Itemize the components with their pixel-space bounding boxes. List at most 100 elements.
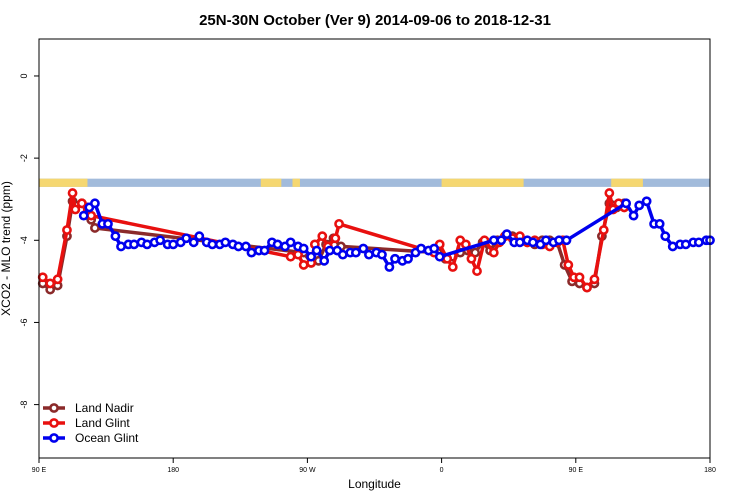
x-axis-label: Longitude xyxy=(348,477,401,491)
data-point xyxy=(62,225,72,235)
data-point xyxy=(541,235,551,246)
data-point xyxy=(37,272,48,283)
legend-item: Land Glint xyxy=(43,416,130,430)
data-point xyxy=(561,235,572,246)
data-point xyxy=(285,251,296,262)
land-band-segment xyxy=(260,178,282,187)
data-point xyxy=(350,247,361,258)
land-band-segment xyxy=(611,178,643,187)
data-point xyxy=(364,249,374,260)
data-point xyxy=(259,245,270,256)
data-point xyxy=(563,260,574,270)
data-point xyxy=(337,249,348,260)
land-band-segment xyxy=(292,178,300,187)
data-point xyxy=(129,239,139,250)
series-layer xyxy=(37,188,715,295)
data-point xyxy=(496,235,507,246)
data-point xyxy=(528,237,538,248)
x-tick-label: 0 xyxy=(440,467,444,474)
data-point xyxy=(403,253,413,264)
x-tick-label: 90 E xyxy=(32,467,47,474)
legend-label: Ocean Glint xyxy=(75,431,139,445)
y-tick-label: -6 xyxy=(19,318,29,326)
data-point xyxy=(142,239,153,250)
data-point xyxy=(319,255,330,266)
data-point xyxy=(90,223,100,233)
data-point xyxy=(194,231,205,242)
legend-item: Ocean Glint xyxy=(43,431,139,445)
data-point xyxy=(168,239,179,250)
x-axis: 90 E 180 90 W 0 90 E 180 xyxy=(32,458,716,474)
data-point xyxy=(298,260,309,270)
data-point xyxy=(67,188,78,198)
data-point xyxy=(514,237,525,248)
x-tick-label: 180 xyxy=(167,467,179,474)
data-point xyxy=(272,239,283,250)
series-ocean-glint xyxy=(78,196,715,272)
data-point xyxy=(110,231,121,242)
data-point xyxy=(330,233,341,244)
data-point xyxy=(86,210,97,221)
legend-marker xyxy=(49,403,59,413)
data-point xyxy=(240,241,251,252)
y-tick-label: -4 xyxy=(19,236,29,244)
x-tick-label: 180 xyxy=(704,467,716,474)
data-point xyxy=(447,262,458,272)
data-point xyxy=(667,241,678,252)
data-point xyxy=(76,198,87,209)
data-point xyxy=(634,200,645,211)
data-point xyxy=(488,235,499,246)
y-tick-label: -8 xyxy=(19,401,29,409)
legend-marker xyxy=(49,433,59,443)
y-tick-label: -2 xyxy=(19,154,29,162)
data-point xyxy=(188,237,199,248)
data-point xyxy=(317,231,328,242)
data-point xyxy=(680,239,691,250)
land-ocean-band xyxy=(39,178,710,187)
data-point xyxy=(70,204,81,215)
y-axis-label: XCO2 - MLO trend (ppm) xyxy=(0,181,13,316)
chart-title: 25N-30N October (Ver 9) 2014-09-06 to 20… xyxy=(199,12,551,29)
x-tick-label: 90 W xyxy=(299,467,316,474)
x-tick-label: 90 E xyxy=(569,467,584,474)
data-point xyxy=(155,235,166,246)
data-point xyxy=(45,278,56,289)
data-point xyxy=(589,274,600,285)
data-point xyxy=(298,243,309,254)
data-point xyxy=(358,243,369,254)
data-point xyxy=(377,249,387,260)
data-point xyxy=(306,251,317,262)
data-point xyxy=(90,198,100,209)
data-point xyxy=(621,198,632,209)
data-point xyxy=(660,231,671,242)
data-point xyxy=(554,235,564,246)
legend-item: Land Nadir xyxy=(43,401,134,415)
data-point xyxy=(598,225,609,235)
y-axis: 0 -2 -4 -6 -8 xyxy=(19,73,39,409)
data-point xyxy=(384,262,395,272)
data-point xyxy=(466,253,477,264)
legend-label: Land Glint xyxy=(75,416,130,430)
data-point xyxy=(390,253,400,264)
data-point xyxy=(641,196,652,207)
data-point xyxy=(582,282,592,293)
data-point xyxy=(654,218,665,229)
data-point xyxy=(472,266,482,276)
data-point xyxy=(207,239,218,250)
data-point xyxy=(434,251,445,262)
data-point xyxy=(103,218,113,229)
ocean-band xyxy=(39,178,710,187)
data-point xyxy=(628,210,639,221)
data-point xyxy=(78,210,89,221)
legend-marker xyxy=(49,418,59,428)
data-point xyxy=(246,247,257,258)
land-band-segment xyxy=(441,178,524,187)
data-point xyxy=(693,237,704,248)
legend-label: Land Nadir xyxy=(75,401,134,415)
land-band-segment xyxy=(39,178,88,187)
data-point xyxy=(181,233,192,244)
data-point xyxy=(52,274,63,285)
data-point xyxy=(574,272,585,283)
